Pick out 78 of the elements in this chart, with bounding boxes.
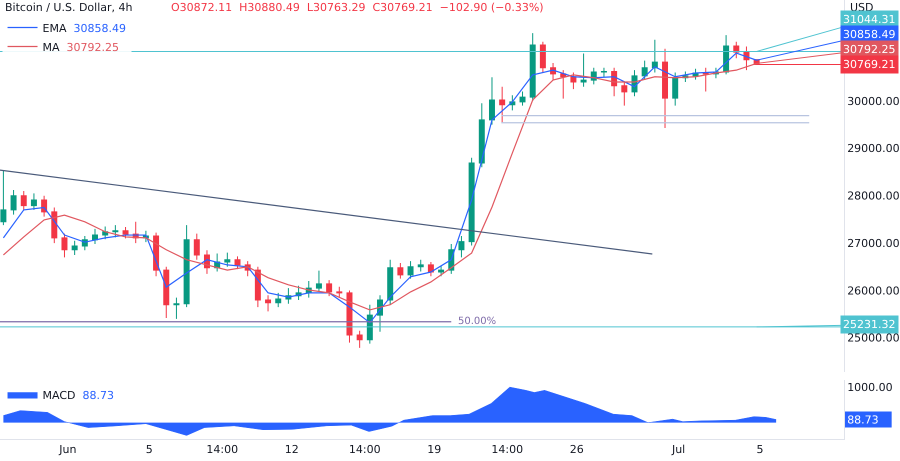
- candlestick: [570, 72, 576, 90]
- x-tick-label: Jun: [58, 443, 76, 456]
- y-tick-label: 30000.00: [847, 94, 900, 108]
- candlestick: [621, 81, 628, 106]
- candlestick: [275, 292, 282, 308]
- candlestick: [458, 235, 464, 258]
- candlestick: [0, 170, 6, 226]
- y-tick-label: 1000.00: [847, 380, 893, 394]
- candlestick: [520, 90, 526, 106]
- candlestick: [418, 259, 424, 272]
- legend-label: EMA: [42, 22, 66, 35]
- text: 88.73: [82, 388, 114, 402]
- candlestick: [20, 190, 27, 210]
- candlestick: [112, 224, 118, 238]
- candlestick: [72, 240, 78, 256]
- x-tick-label: 12: [284, 443, 299, 456]
- x-tick-label: 5: [146, 443, 153, 456]
- candlestick: [234, 256, 240, 270]
- y-tick-label: 88.73: [847, 413, 879, 426]
- legend-label: MACD: [42, 388, 76, 402]
- candlestick: [530, 32, 536, 102]
- y-tick-label: 27000.00: [847, 236, 900, 250]
- candlestick: [499, 86, 506, 123]
- candlestick: [224, 252, 230, 268]
- candlestick: [672, 72, 678, 106]
- x-tick-label: 19: [427, 443, 442, 456]
- annotation: 31044.31: [843, 13, 896, 26]
- x-tick-label: 26: [570, 443, 584, 456]
- data-label: 30858.49: [843, 28, 896, 41]
- candlestick: [702, 67, 709, 92]
- candlestick: [662, 48, 668, 128]
- annotation: 30769.21: [843, 58, 896, 71]
- candlestick: [468, 157, 475, 246]
- candlestick: [580, 53, 587, 88]
- candlestick: [397, 262, 404, 280]
- chart-subtitle: O30872.11 H30880.49 L30763.29 C30769.21 −102.90 (−0.33%): [171, 1, 544, 14]
- candlestick: [194, 233, 200, 260]
- candlestick: [600, 67, 607, 78]
- x-tick-label: 14:00: [206, 443, 238, 456]
- x-tick-label: Jul: [670, 443, 686, 456]
- candlestick: [316, 270, 322, 292]
- candlestick: [102, 226, 108, 240]
- text: 30792.25: [66, 40, 120, 54]
- candlestick: [326, 280, 332, 297]
- candlestick: [540, 41, 546, 73]
- candlestick: [173, 297, 180, 320]
- candlestick: [356, 330, 363, 348]
- y-tick-label: 25000.00: [847, 332, 900, 345]
- chart-title: Bitcoin / U.S. Dollar, 4h: [5, 1, 133, 14]
- candlestick: [652, 39, 658, 73]
- candlestick: [336, 286, 342, 298]
- candlestick: [61, 233, 68, 258]
- candlestick: [92, 228, 98, 245]
- candlestick: [163, 266, 170, 318]
- candlestick: [122, 226, 129, 239]
- candlestick: [10, 190, 17, 216]
- candlestick: [488, 76, 495, 126]
- annotation: 50.00%: [458, 316, 496, 327]
- legend-label: MA: [42, 40, 60, 54]
- annotation: 25231.32: [843, 318, 896, 331]
- y-tick-label: 26000.00: [847, 284, 900, 298]
- candlestick: [30, 192, 37, 210]
- x-tick-label: 14:00: [348, 443, 381, 456]
- candlestick: [408, 260, 414, 280]
- candlestick: [642, 60, 648, 80]
- candlestick: [438, 265, 444, 277]
- x-tick-label: 5: [756, 443, 764, 456]
- x-tick-label: 14:00: [491, 443, 524, 456]
- candlestick: [478, 102, 485, 168]
- candlestick: [265, 294, 272, 312]
- candlestick: [387, 259, 394, 306]
- text: 30858.49: [74, 22, 126, 35]
- candlestick: [184, 224, 190, 308]
- candlestick: [254, 266, 261, 308]
- data-label: 30792.25: [843, 43, 896, 56]
- candlestick: [560, 70, 566, 100]
- y-tick-label: 29000.00: [847, 142, 900, 156]
- y-tick-label: 28000.00: [847, 190, 900, 203]
